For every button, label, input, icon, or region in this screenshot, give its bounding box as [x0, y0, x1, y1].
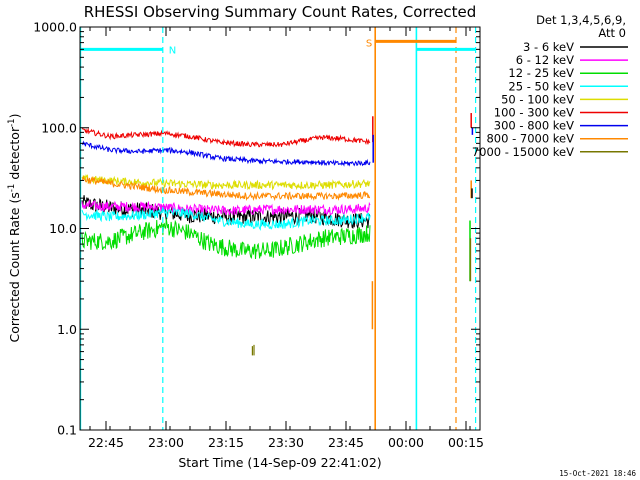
legend-header-attenuator: Att 0	[598, 26, 626, 40]
legend-label-8: 7000 - 15000 keV	[472, 145, 574, 159]
y-tick-label-1: 1.0	[57, 322, 77, 337]
chart-title: RHESSI Observing Summary Count Rates, Co…	[84, 3, 477, 21]
legend-label-4: 50 - 100 keV	[501, 92, 574, 106]
y-tick-label-2: 10.0	[49, 221, 77, 236]
series-line-4	[81, 173, 371, 191]
x-tick-label-3: 23:30	[268, 435, 304, 450]
series-line-6	[81, 140, 371, 167]
legend-label-5: 100 - 300 keV	[494, 106, 574, 120]
series-line-7	[81, 175, 371, 202]
x-axis: 22:45 23:00 23:15 23:30 23:45 00:00 00:15	[88, 27, 484, 450]
saa-label: S	[366, 38, 372, 49]
y-axis-label-part3: )	[7, 114, 22, 119]
y-axis-label-part2: detector	[7, 126, 22, 184]
x-tick-label-5: 00:00	[388, 435, 424, 450]
legend-header-detectors: Det 1,3,4,5,6,9,	[536, 13, 626, 27]
y-tick-label-0: 0.1	[57, 423, 77, 438]
night-label: N	[169, 45, 176, 56]
footer-timestamp: 15-Oct-2021 18:46	[559, 469, 636, 478]
y-tick-label-3: 100.0	[41, 120, 77, 135]
legend-label-7: 800 - 7000 keV	[486, 132, 574, 146]
legend-label-2: 12 - 25 keV	[508, 66, 574, 80]
x-tick-label-0: 22:45	[88, 435, 124, 450]
plot-lines	[81, 113, 474, 356]
legend-label-1: 6 - 12 keV	[516, 53, 574, 67]
y-axis-label-part1: Corrected Count Rate (s	[7, 192, 22, 342]
y-axis-label: Corrected Count Rate (s-1 detector-1)	[7, 114, 22, 343]
series-line-1	[81, 199, 371, 216]
x-tick-label-2: 23:15	[208, 435, 244, 450]
y-axis: 0.1 1.0 10.0 100.0 1000.0	[33, 20, 480, 438]
x-tick-label-6: 00:15	[448, 435, 484, 450]
x-tick-label-1: 23:00	[148, 435, 184, 450]
series-line-2	[81, 218, 371, 260]
y-axis-label-sup1: -1	[7, 184, 17, 192]
x-tick-label-4: 23:45	[328, 435, 364, 450]
y-tick-label-4: 1000.0	[33, 20, 77, 35]
legend-label-3: 25 - 50 keV	[508, 79, 574, 93]
legend-label-0: 3 - 6 keV	[523, 40, 574, 54]
series-line-3	[81, 206, 371, 231]
series-line-5	[81, 127, 371, 148]
x-axis-label: Start Time (14-Sep-09 22:41:02)	[178, 455, 381, 470]
legend-label-6: 300 - 800 keV	[494, 119, 574, 133]
y-axis-label-sup2: -1	[7, 118, 17, 126]
